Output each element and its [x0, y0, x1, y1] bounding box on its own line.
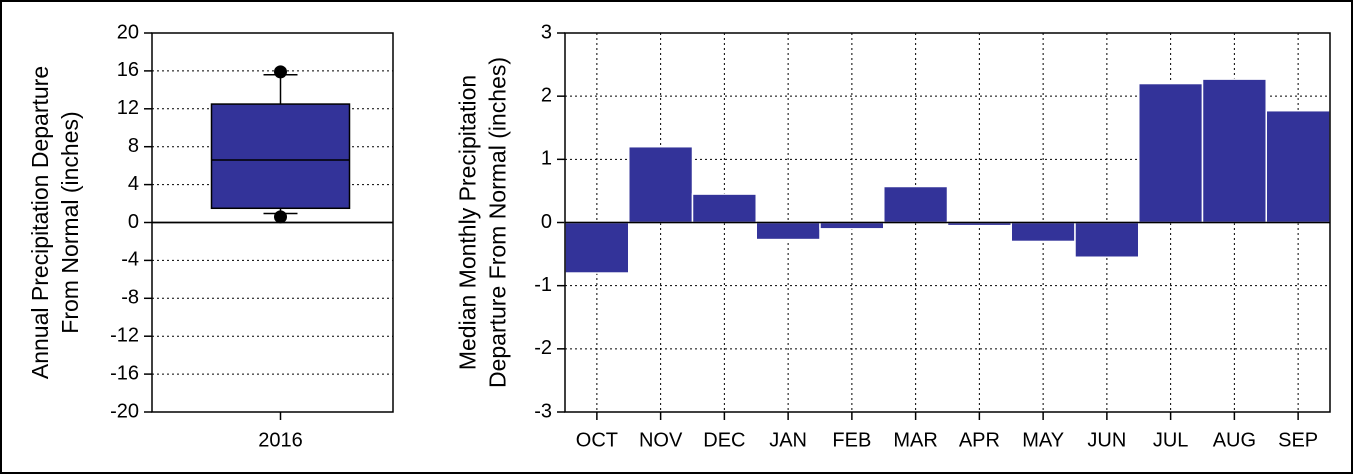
y-tick-label: 4	[128, 173, 139, 195]
y-tick-label: 3	[541, 21, 552, 43]
plot-frame	[151, 32, 394, 413]
y-tick-label: -1	[534, 274, 552, 296]
x-tick-label: MAY	[1022, 429, 1064, 451]
x-tick-label: SEP	[1278, 429, 1318, 451]
y-tick-label: -2	[534, 337, 552, 359]
bar	[1138, 82, 1204, 224]
y-tick-label: -20	[110, 400, 139, 422]
y-axis-label: Annual Precipitation Departure From Norma…	[27, 66, 83, 379]
x-tick-label: FEB	[832, 429, 871, 451]
x-tick-label: AUG	[1213, 429, 1256, 451]
bar	[628, 145, 694, 224]
bar	[1201, 78, 1267, 224]
bar	[819, 221, 885, 230]
y-tick-label: 0	[128, 211, 139, 233]
y-axis-label-line: From Normal (inches)	[57, 111, 83, 333]
bar	[1010, 221, 1076, 243]
y-axis-label-line: Departure From Normal (inches)	[485, 57, 511, 388]
x-tick-label: DEC	[703, 429, 745, 451]
bar	[1265, 109, 1331, 224]
y-tick-label: 0	[541, 211, 552, 233]
outlier	[274, 210, 287, 224]
y-tick-label: 16	[117, 59, 139, 81]
y-tick-label: 2	[541, 84, 552, 106]
y-tick-label: 20	[117, 21, 139, 43]
y-tick-label: -16	[110, 362, 139, 384]
x-tick-label: OCT	[576, 429, 618, 451]
x-tick-label: MAR	[893, 429, 937, 451]
bar	[564, 221, 630, 274]
y-axis-label-line: Median Monthly Precipitation	[455, 75, 481, 370]
bar	[691, 193, 757, 224]
y-tick-label: -12	[110, 324, 139, 346]
x-tick-label: NOV	[639, 429, 683, 451]
x-tick-label: 2016	[258, 429, 303, 451]
y-tick-label: -4	[121, 249, 139, 271]
x-tick-label: JUN	[1087, 429, 1126, 451]
plot-frame	[564, 32, 1331, 413]
y-tick-label: 8	[128, 135, 139, 157]
x-tick-label: JAN	[769, 429, 807, 451]
y-axis-label-line: Annual Precipitation Departure	[27, 66, 53, 379]
x-tick-label: JUL	[1153, 429, 1189, 451]
y-tick-label: 12	[117, 97, 139, 119]
bar	[883, 185, 949, 224]
y-tick-label: 1	[541, 148, 552, 170]
y-tick-label: -3	[534, 400, 552, 422]
x-tick-label: APR	[959, 429, 1000, 451]
outlier	[274, 65, 287, 79]
y-tick-label: -8	[121, 287, 139, 309]
bar	[1074, 221, 1140, 258]
y-axis-label: Median Monthly Precipitation Departure Fr…	[455, 57, 511, 388]
box	[210, 103, 351, 210]
bar	[755, 221, 821, 241]
